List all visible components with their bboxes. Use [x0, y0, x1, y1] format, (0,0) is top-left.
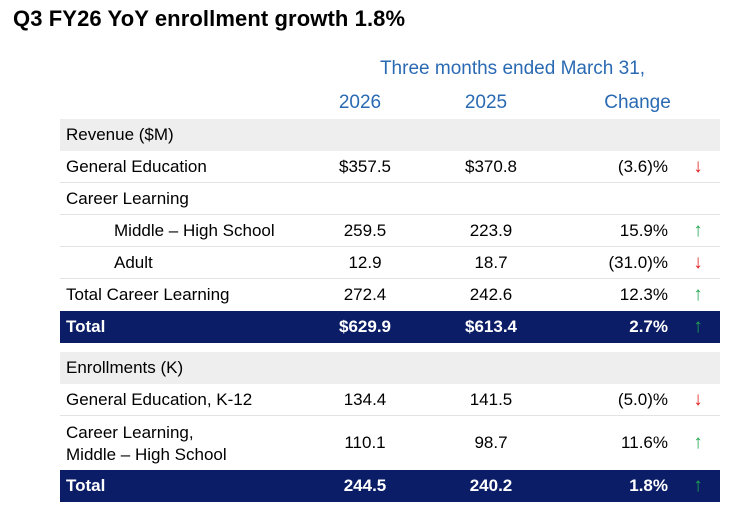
value-change: (31.0)%: [608, 252, 668, 272]
value-change: (3.6)%: [617, 156, 668, 176]
value-change: 12.3%: [619, 285, 668, 304]
row-label: Total Career Learning: [66, 285, 230, 304]
table-row-career-learning: Career Learning: [60, 183, 720, 215]
row-label: Career Learning: [66, 188, 189, 208]
section-header-enrollments: Enrollments (K): [60, 352, 720, 384]
value-2025: 242.6: [469, 285, 513, 304]
value-2026: 272.4: [343, 285, 387, 304]
arrow-up-icon: ↑: [693, 316, 703, 337]
value-change: 15.9%: [619, 220, 668, 240]
arrow-down-icon: ↓: [693, 251, 703, 273]
column-header-2025: 2025: [464, 92, 508, 113]
table-row-middle-high-school: Middle – High School 259.5 223.9 15.9% ↑: [60, 215, 720, 247]
arrow-up-icon: ↑: [693, 219, 703, 241]
column-header-change: Change: [604, 92, 671, 113]
value-2025: 223.9: [469, 220, 513, 240]
table-row-adult: Adult 12.9 18.7 (31.0)% ↓: [60, 247, 720, 279]
row-label: Adult: [114, 252, 153, 272]
value-change: 11.6%: [621, 433, 668, 452]
value-2025: $613.4: [465, 317, 517, 336]
row-label: General Education: [66, 156, 207, 176]
value-2026: $629.9: [339, 317, 391, 336]
value-2026: 259.5: [343, 220, 387, 240]
table-row-enrollments-total: Total 244.5 240.2 1.8% ↑: [60, 470, 720, 502]
row-label-line1: Career Learning,: [66, 423, 194, 442]
value-2025: 240.2: [469, 476, 513, 495]
arrow-down-icon: ↓: [693, 155, 703, 177]
table-row-revenue-total: Total $629.9 $613.4 2.7% ↑: [60, 311, 720, 343]
section-label: Enrollments (K): [66, 358, 184, 377]
period-header: Three months ended March 31,: [379, 58, 646, 79]
section-header-revenue: Revenue ($M): [60, 119, 720, 151]
value-change: (5.0)%: [617, 389, 668, 409]
value-2026: $357.5: [339, 156, 391, 176]
arrow-up-icon: ↑: [693, 284, 703, 305]
arrow-down-icon: ↓: [693, 388, 703, 410]
value-2025: 18.7: [474, 252, 508, 272]
page-title: Q3 FY26 YoY enrollment growth 1.8%: [13, 6, 406, 31]
value-2026: 12.9: [348, 252, 382, 272]
row-label: General Education, K-12: [66, 389, 253, 409]
row-label: Total: [66, 476, 106, 495]
table-row-total-career-learning: Total Career Learning 272.4 242.6 12.3% …: [60, 279, 720, 311]
value-2026: 244.5: [343, 476, 387, 495]
arrow-up-icon: ↑: [693, 475, 703, 496]
value-2025: 141.5: [469, 389, 513, 409]
value-2025: 98.7: [474, 433, 508, 452]
value-change: 2.7%: [629, 317, 668, 336]
column-header-2026: 2026: [338, 92, 382, 113]
value-2025: $370.8: [465, 156, 517, 176]
row-label: Total: [66, 317, 106, 336]
row-label: Career Learning, Middle – High School: [66, 416, 306, 470]
row-label-line2: Middle – High School: [66, 445, 227, 464]
value-2026: 110.1: [344, 433, 386, 452]
value-2026: 134.4: [343, 389, 387, 409]
value-change: 1.8%: [629, 476, 668, 495]
section-label: Revenue ($M): [66, 125, 174, 144]
arrow-up-icon: ↑: [693, 432, 703, 453]
table-row-general-education: General Education $357.5 $370.8 (3.6)% ↓: [60, 151, 720, 183]
row-label: Middle – High School: [114, 220, 275, 240]
table-row-career-learning-middle-high: Career Learning, Middle – High School 11…: [60, 416, 720, 470]
table-row-general-education-k12: General Education, K-12 134.4 141.5 (5.0…: [60, 384, 720, 416]
